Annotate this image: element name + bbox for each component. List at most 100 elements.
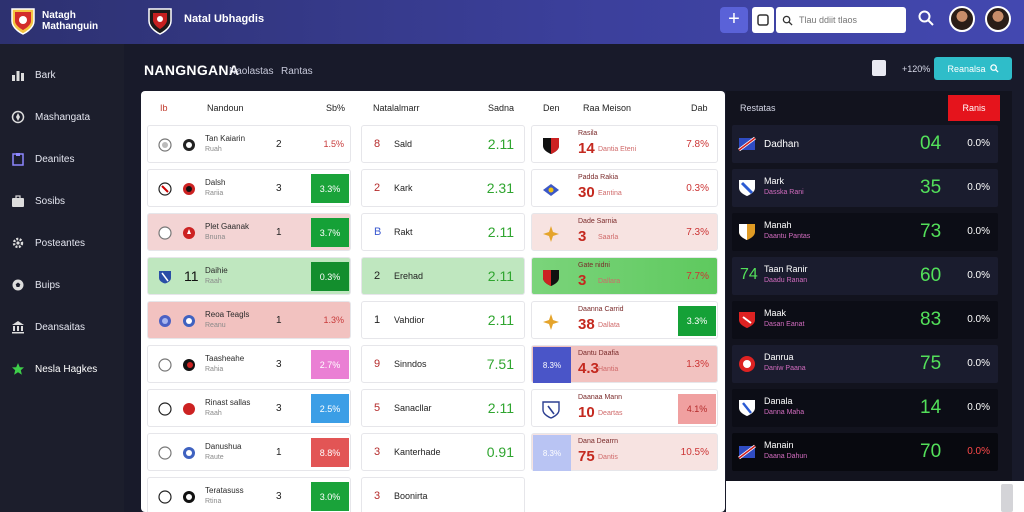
team-badge-icon	[739, 356, 755, 372]
list-item[interactable]: 8 Sald 2.11	[361, 125, 525, 163]
percent-badge: 8.8%	[311, 438, 349, 467]
search-input[interactable]	[799, 15, 899, 25]
list-item[interactable]: Danushua Raute 1 8.8%	[147, 433, 351, 471]
list-item[interactable]: 3 Kanterhade 0.91	[361, 433, 525, 471]
list-item[interactable]: 9 Sinndos 7.51	[361, 345, 525, 383]
tab-naolastas[interactable]: Naolastas	[229, 66, 274, 77]
add-button[interactable]: +	[720, 7, 748, 33]
team-name: Gate nidni	[578, 262, 610, 269]
percent-value: 1.3%	[323, 315, 344, 325]
percent-value: 0.0%	[967, 446, 990, 457]
team-subtitle: Dasska Rani	[764, 189, 804, 196]
score-value: 60	[920, 265, 942, 286]
list-item[interactable]: Padda Rakia 30 Eantina 0.3%	[531, 169, 718, 207]
list-item[interactable]: Taasheahe Rahia 3 2.7%	[147, 345, 351, 383]
team-subtitle: Daadu Ranan	[764, 277, 808, 284]
view-toggle-button[interactable]	[752, 7, 774, 33]
ranis-button[interactable]: Ranis	[948, 95, 1000, 121]
list-item[interactable]: 8.3% Dantu Daafia 4.3 Hantia 1.3%	[531, 345, 718, 383]
team-subtitle: Raah	[205, 410, 222, 417]
list-item[interactable]: 3 Boonirta	[361, 477, 525, 512]
team-subtitle: Daantu Pantas	[764, 233, 811, 240]
list-item[interactable]: 11 Daihie Raah 0.3%	[147, 257, 351, 295]
list-item[interactable]: 1 Vahdior 2.11	[361, 301, 525, 339]
score-number: 10	[578, 404, 595, 421]
shield-icon	[543, 138, 559, 154]
team-badge-icon	[183, 447, 195, 459]
percent-badge: 4.1%	[678, 394, 716, 424]
team-subtitle: Hantia	[598, 366, 619, 373]
reanalyse-button[interactable]: Reanalsa	[934, 57, 1012, 80]
horizontal-scrollbar[interactable]	[726, 481, 1024, 512]
team-subtitle: Dallata	[598, 322, 620, 329]
team-name: Taasheahe	[205, 354, 245, 363]
team-name: Daanna Carrid	[578, 306, 624, 313]
player-name: Kanterhade	[394, 447, 441, 457]
briefcase-icon	[11, 194, 25, 208]
sidebar-item-posteantes[interactable]: Posteantes	[0, 228, 124, 258]
list-item[interactable]: B Rakt 2.11	[361, 213, 525, 251]
calendar-icon[interactable]	[872, 60, 886, 76]
score-number: 75	[578, 448, 595, 465]
search-box[interactable]	[776, 7, 906, 33]
table-row[interactable]: 74 Taan Ranir Daadu Ranan 60 0.0%	[732, 257, 998, 295]
sidebar-item-bark[interactable]: Bark	[0, 60, 124, 90]
team-name: Reoa Teagls	[205, 310, 250, 319]
rank-number: 1	[276, 447, 282, 458]
scrollbar-thumb[interactable]	[1001, 484, 1013, 512]
table-row[interactable]: Mark Dasska Rani 35 0.0%	[732, 169, 998, 207]
list-item[interactable]: Rasila 14 Dantia Eteni 7.8%	[531, 125, 718, 163]
column-header-sb: Sb%	[326, 103, 346, 113]
avatar[interactable]	[949, 6, 975, 32]
tab-rantas[interactable]: Rantas	[281, 66, 313, 77]
sidebar-item-deansaitas[interactable]: Deansaitas	[0, 312, 124, 342]
search-icon[interactable]	[918, 10, 934, 26]
table-row[interactable]: Dadhan 04 0.0%	[732, 125, 998, 163]
list-item[interactable]: 5 Sanacllar 2.11	[361, 389, 525, 427]
rank-number: 3	[276, 359, 282, 370]
app-logo-icon[interactable]	[10, 7, 36, 35]
list-item[interactable]: Tan Kaiarin Ruah 2 1.5%	[147, 125, 351, 163]
list-item[interactable]: Dalsh Rariia 3 3.3%	[147, 169, 351, 207]
eagle-icon	[543, 184, 559, 196]
sidebar-item-sosibs[interactable]: Sosibs	[0, 186, 124, 216]
rank-number: B	[374, 226, 382, 238]
list-item[interactable]: Rinast sallas Raah 3 2.5%	[147, 389, 351, 427]
list-item[interactable]: Teratasuss Rtina 3 3.0%	[147, 477, 351, 512]
list-item[interactable]: Plet Gaanak Bnuna 1 3.7%	[147, 213, 351, 251]
list-item[interactable]: 8.3% Dana Dearrn 75 Dantis 10.5%	[531, 433, 718, 471]
list-item[interactable]: 2 Erehad 2.11	[361, 257, 525, 295]
list-item[interactable]: 2 Kark 2.31	[361, 169, 525, 207]
table-row[interactable]: Maak Dasan Eanat 83 0.0%	[732, 301, 998, 339]
team-flag-icon	[738, 136, 756, 152]
percent-badge: 2.5%	[311, 394, 349, 423]
percent-value: 7.3%	[686, 227, 709, 238]
rank-number: 11	[184, 268, 199, 284]
rank-number: 2	[374, 270, 381, 282]
table-row[interactable]: Manah Daantu Pantas 73 0.0%	[732, 213, 998, 251]
team-name: Taan Ranir	[764, 264, 808, 274]
standings-panel: Ib Nandoun Sb% Natalalmarr Sadna Den Raa…	[141, 91, 725, 512]
sidebar-item-buips[interactable]: Buips	[0, 270, 124, 300]
percent-value: 10.5%	[680, 447, 709, 458]
list-item[interactable]: Gate nidni 3 Dallara 7.7%	[531, 257, 718, 295]
team-name: Manain	[764, 440, 794, 450]
list-item[interactable]: Reoa Teagls Reanu 1 1.3%	[147, 301, 351, 339]
team-name: Danushua	[205, 442, 242, 451]
list-item[interactable]: Daanna Carrid 38 Dallata 3.3%	[531, 301, 718, 339]
list-item[interactable]: Dade Sarnia 3 Saarla 7.3%	[531, 213, 718, 251]
team-crest-icon	[148, 8, 172, 35]
score-value: 2.11	[487, 136, 514, 152]
sidebar-item-deanites[interactable]: Deanites	[0, 144, 124, 174]
team-badge-icon	[183, 491, 195, 503]
sidebar-item-nesla-hagkes[interactable]: Nesla Hagkes	[0, 354, 124, 384]
rank-number: 3	[276, 491, 282, 502]
percent-value: 7.8%	[686, 139, 709, 150]
table-row[interactable]: Danrua Daniw Paana 75 0.0%	[732, 345, 998, 383]
table-row[interactable]: Danala Danna Maha 14 0.0%	[732, 389, 998, 427]
avatar[interactable]	[985, 6, 1011, 32]
column-header-natalalmarr: Natalalmarr	[373, 103, 420, 113]
sidebar-item-mashangata[interactable]: Mashangata	[0, 102, 124, 132]
table-row[interactable]: Manain Daana Dahun 70 0.0%	[732, 433, 998, 471]
list-item[interactable]: Daanaa Mann 10 Deartas 4.1%	[531, 389, 718, 427]
